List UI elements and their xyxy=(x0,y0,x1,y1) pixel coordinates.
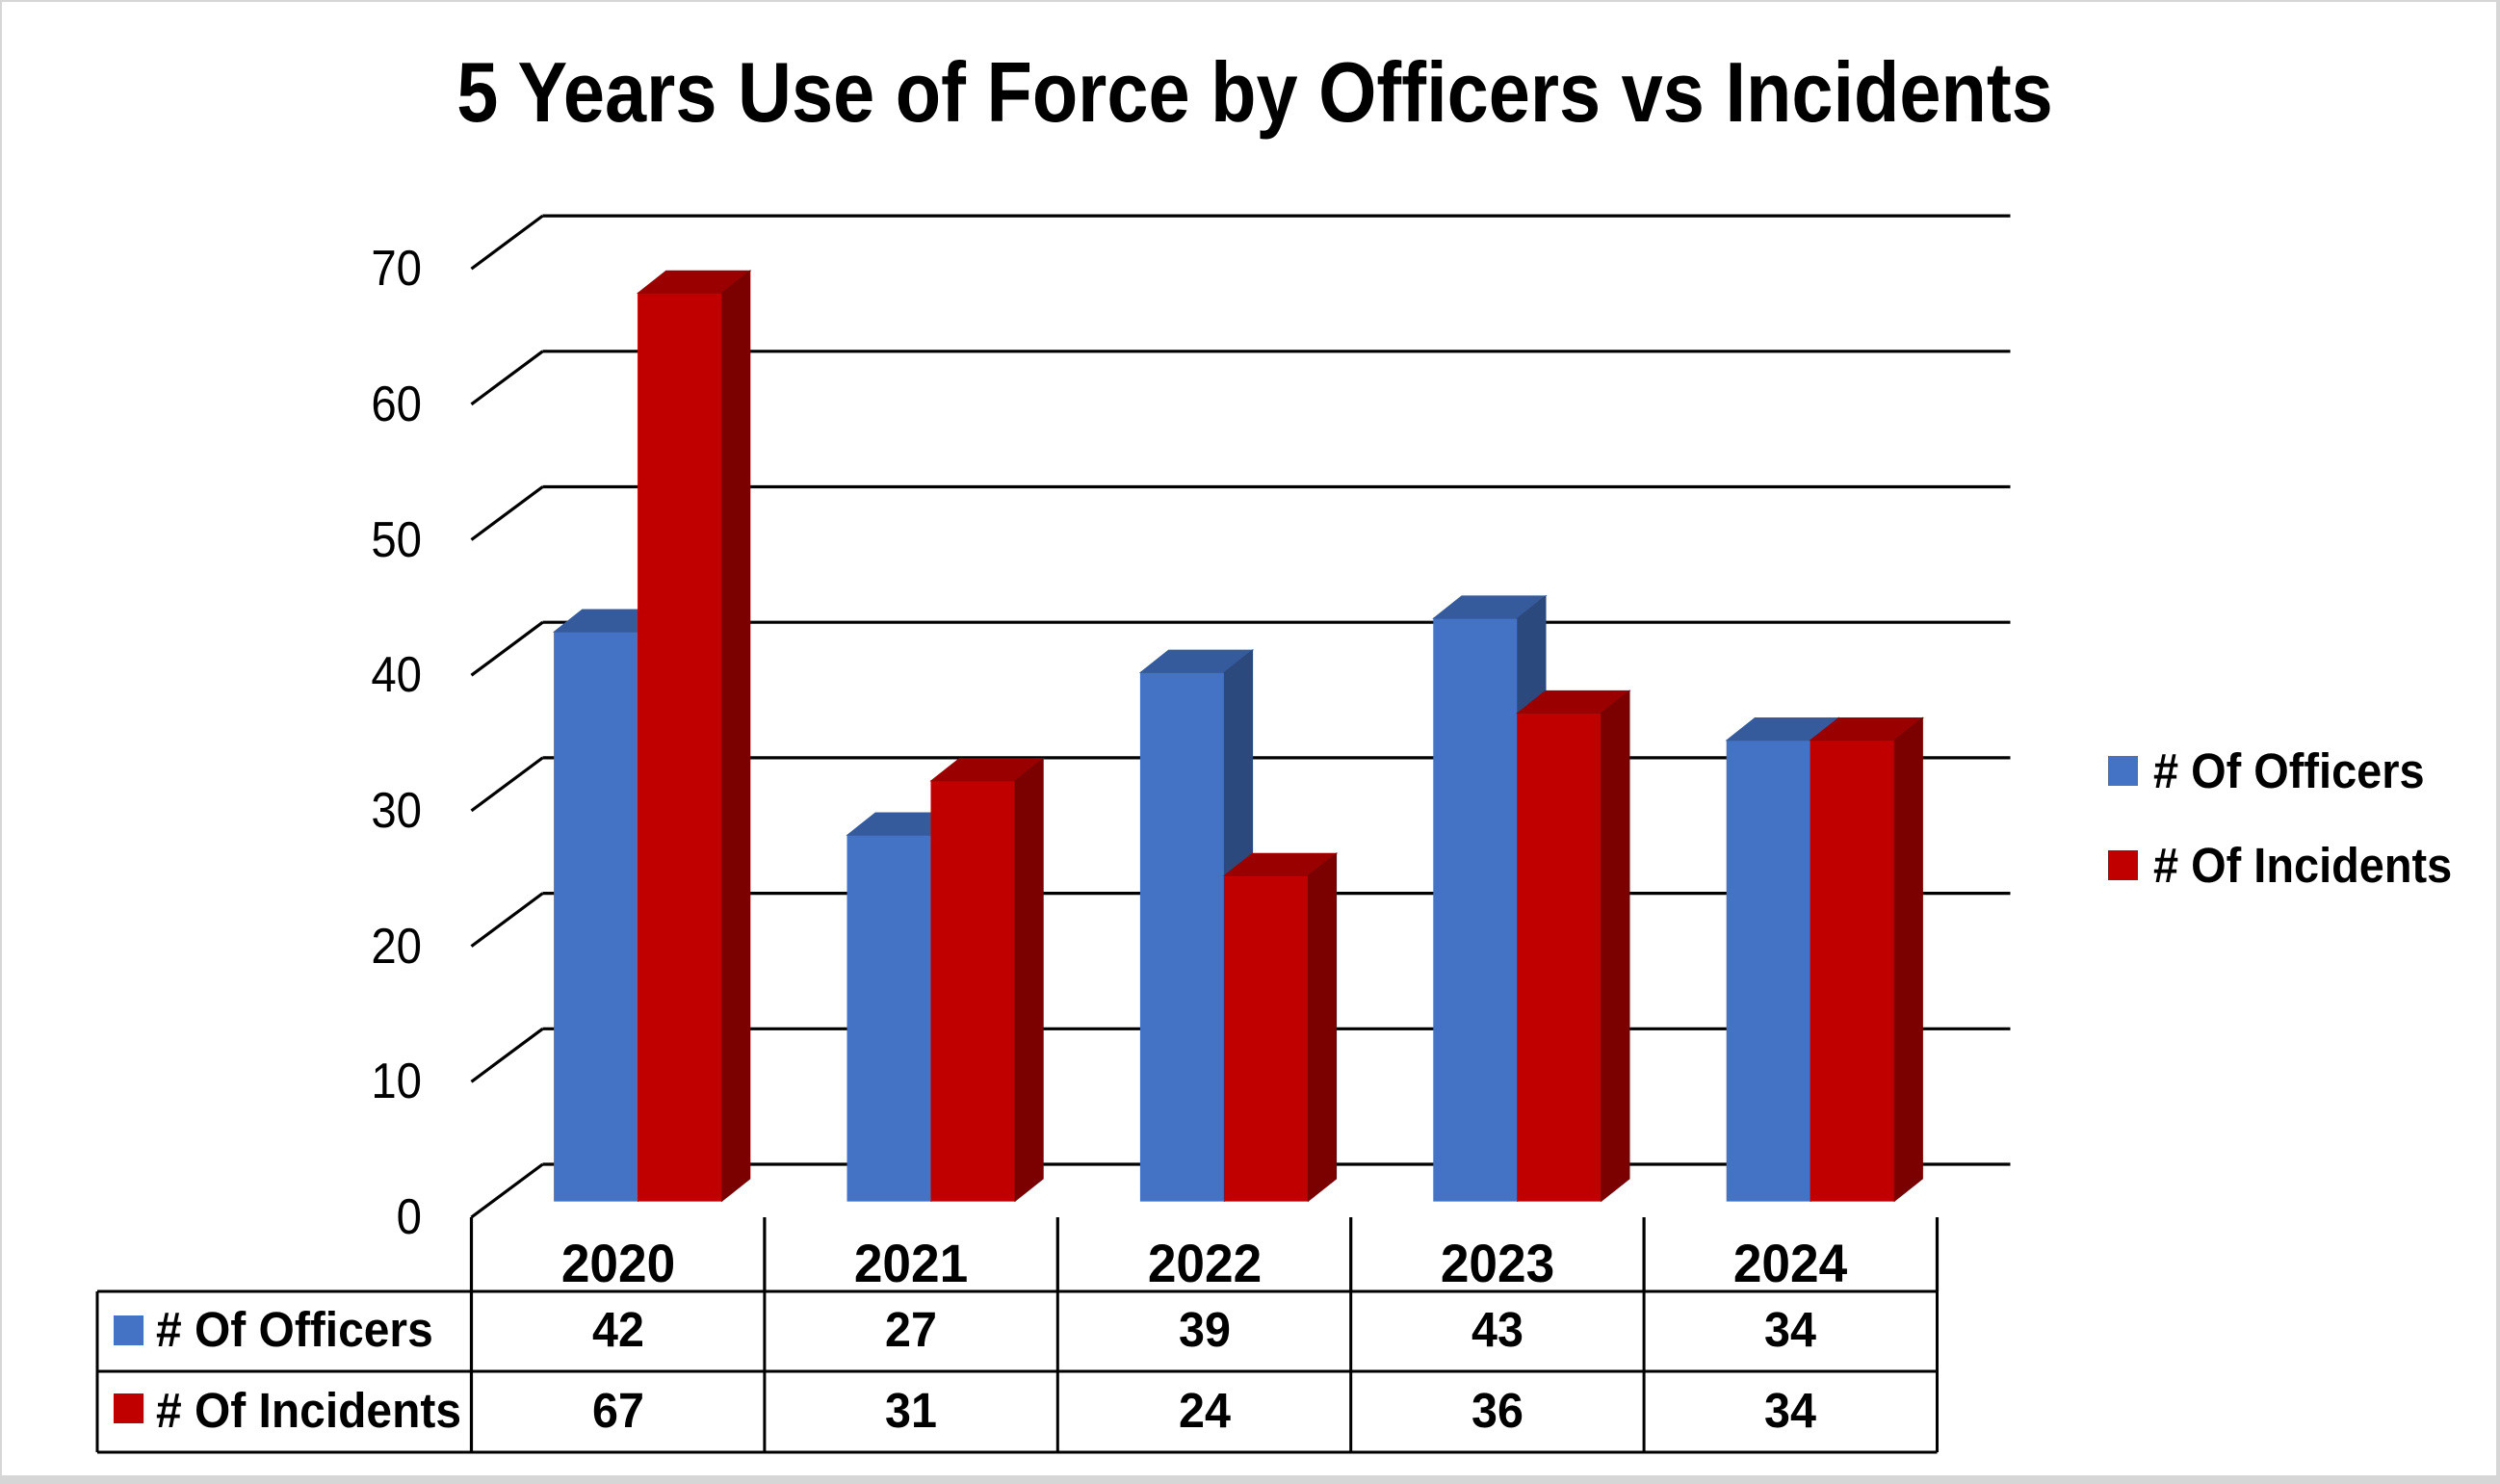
bar-front xyxy=(1223,874,1310,1202)
table-value: 43 xyxy=(1471,1301,1523,1357)
gridline-diagonal xyxy=(470,214,544,271)
legend-swatch xyxy=(2108,756,2138,786)
bar-front xyxy=(638,292,723,1202)
bar-front xyxy=(1517,712,1602,1202)
table-row-swatch xyxy=(113,1393,143,1423)
gridline-diagonal xyxy=(470,892,544,948)
table-value: 27 xyxy=(885,1301,938,1357)
y-axis-label: 20 xyxy=(371,918,422,975)
bar-front xyxy=(846,834,932,1202)
table-value: 24 xyxy=(1178,1382,1231,1438)
bar-side xyxy=(721,270,751,1203)
table-value: 34 xyxy=(1764,1382,1817,1438)
y-axis-label: 0 xyxy=(396,1189,422,1245)
category-label: 2020 xyxy=(560,1232,675,1293)
bar-front xyxy=(1726,740,1811,1202)
bar-front xyxy=(930,780,1016,1202)
y-axis-label: 30 xyxy=(371,782,422,839)
frame-edge-top xyxy=(0,0,2500,2)
category-label: 2021 xyxy=(853,1232,969,1293)
frame-edge-left xyxy=(0,0,2,1484)
y-axis-label: 60 xyxy=(371,376,422,432)
table-row-label: # Of Officers xyxy=(156,1301,433,1357)
table-row-label: # Of Incidents xyxy=(156,1382,462,1438)
gridline-diagonal xyxy=(470,350,544,406)
y-axis-label: 50 xyxy=(371,511,422,568)
gridline-diagonal xyxy=(470,1162,544,1219)
gridline-diagonal xyxy=(470,620,544,677)
table-value: 42 xyxy=(591,1301,644,1357)
legend-label: # Of Incidents xyxy=(2153,837,2453,893)
bar-side xyxy=(1307,852,1338,1203)
y-axis-label: 70 xyxy=(371,241,422,298)
bar-side xyxy=(1014,757,1044,1203)
table-value: 36 xyxy=(1471,1382,1523,1438)
category-label: 2022 xyxy=(1147,1232,1262,1293)
gridline-diagonal xyxy=(470,756,544,813)
gridline-diagonal xyxy=(470,485,544,541)
frame-edge-right xyxy=(2496,0,2500,1484)
bar-front xyxy=(1433,617,1519,1202)
category-label: 2023 xyxy=(1440,1232,1555,1293)
table-row-swatch xyxy=(113,1315,143,1345)
table-value: 39 xyxy=(1178,1301,1231,1357)
category-label: 2024 xyxy=(1733,1232,1848,1293)
legend-swatch xyxy=(2108,850,2138,880)
y-axis-label: 10 xyxy=(371,1054,422,1110)
frame-edge-bottom xyxy=(0,1475,2500,1484)
chart-title: 5 Years Use of Force by Officers vs Inci… xyxy=(456,44,2053,140)
y-axis-label: 40 xyxy=(371,647,422,704)
table-value: 67 xyxy=(591,1382,644,1438)
bar-front xyxy=(554,631,639,1202)
gridline-diagonal xyxy=(470,1028,544,1083)
bar-side xyxy=(1601,690,1630,1203)
bar-front xyxy=(1810,740,1895,1202)
bar-front xyxy=(1139,671,1226,1202)
legend-label: # Of Officers xyxy=(2153,742,2425,798)
table-value: 31 xyxy=(885,1382,938,1438)
table-value: 34 xyxy=(1764,1301,1817,1357)
bar-side xyxy=(1893,716,1923,1203)
